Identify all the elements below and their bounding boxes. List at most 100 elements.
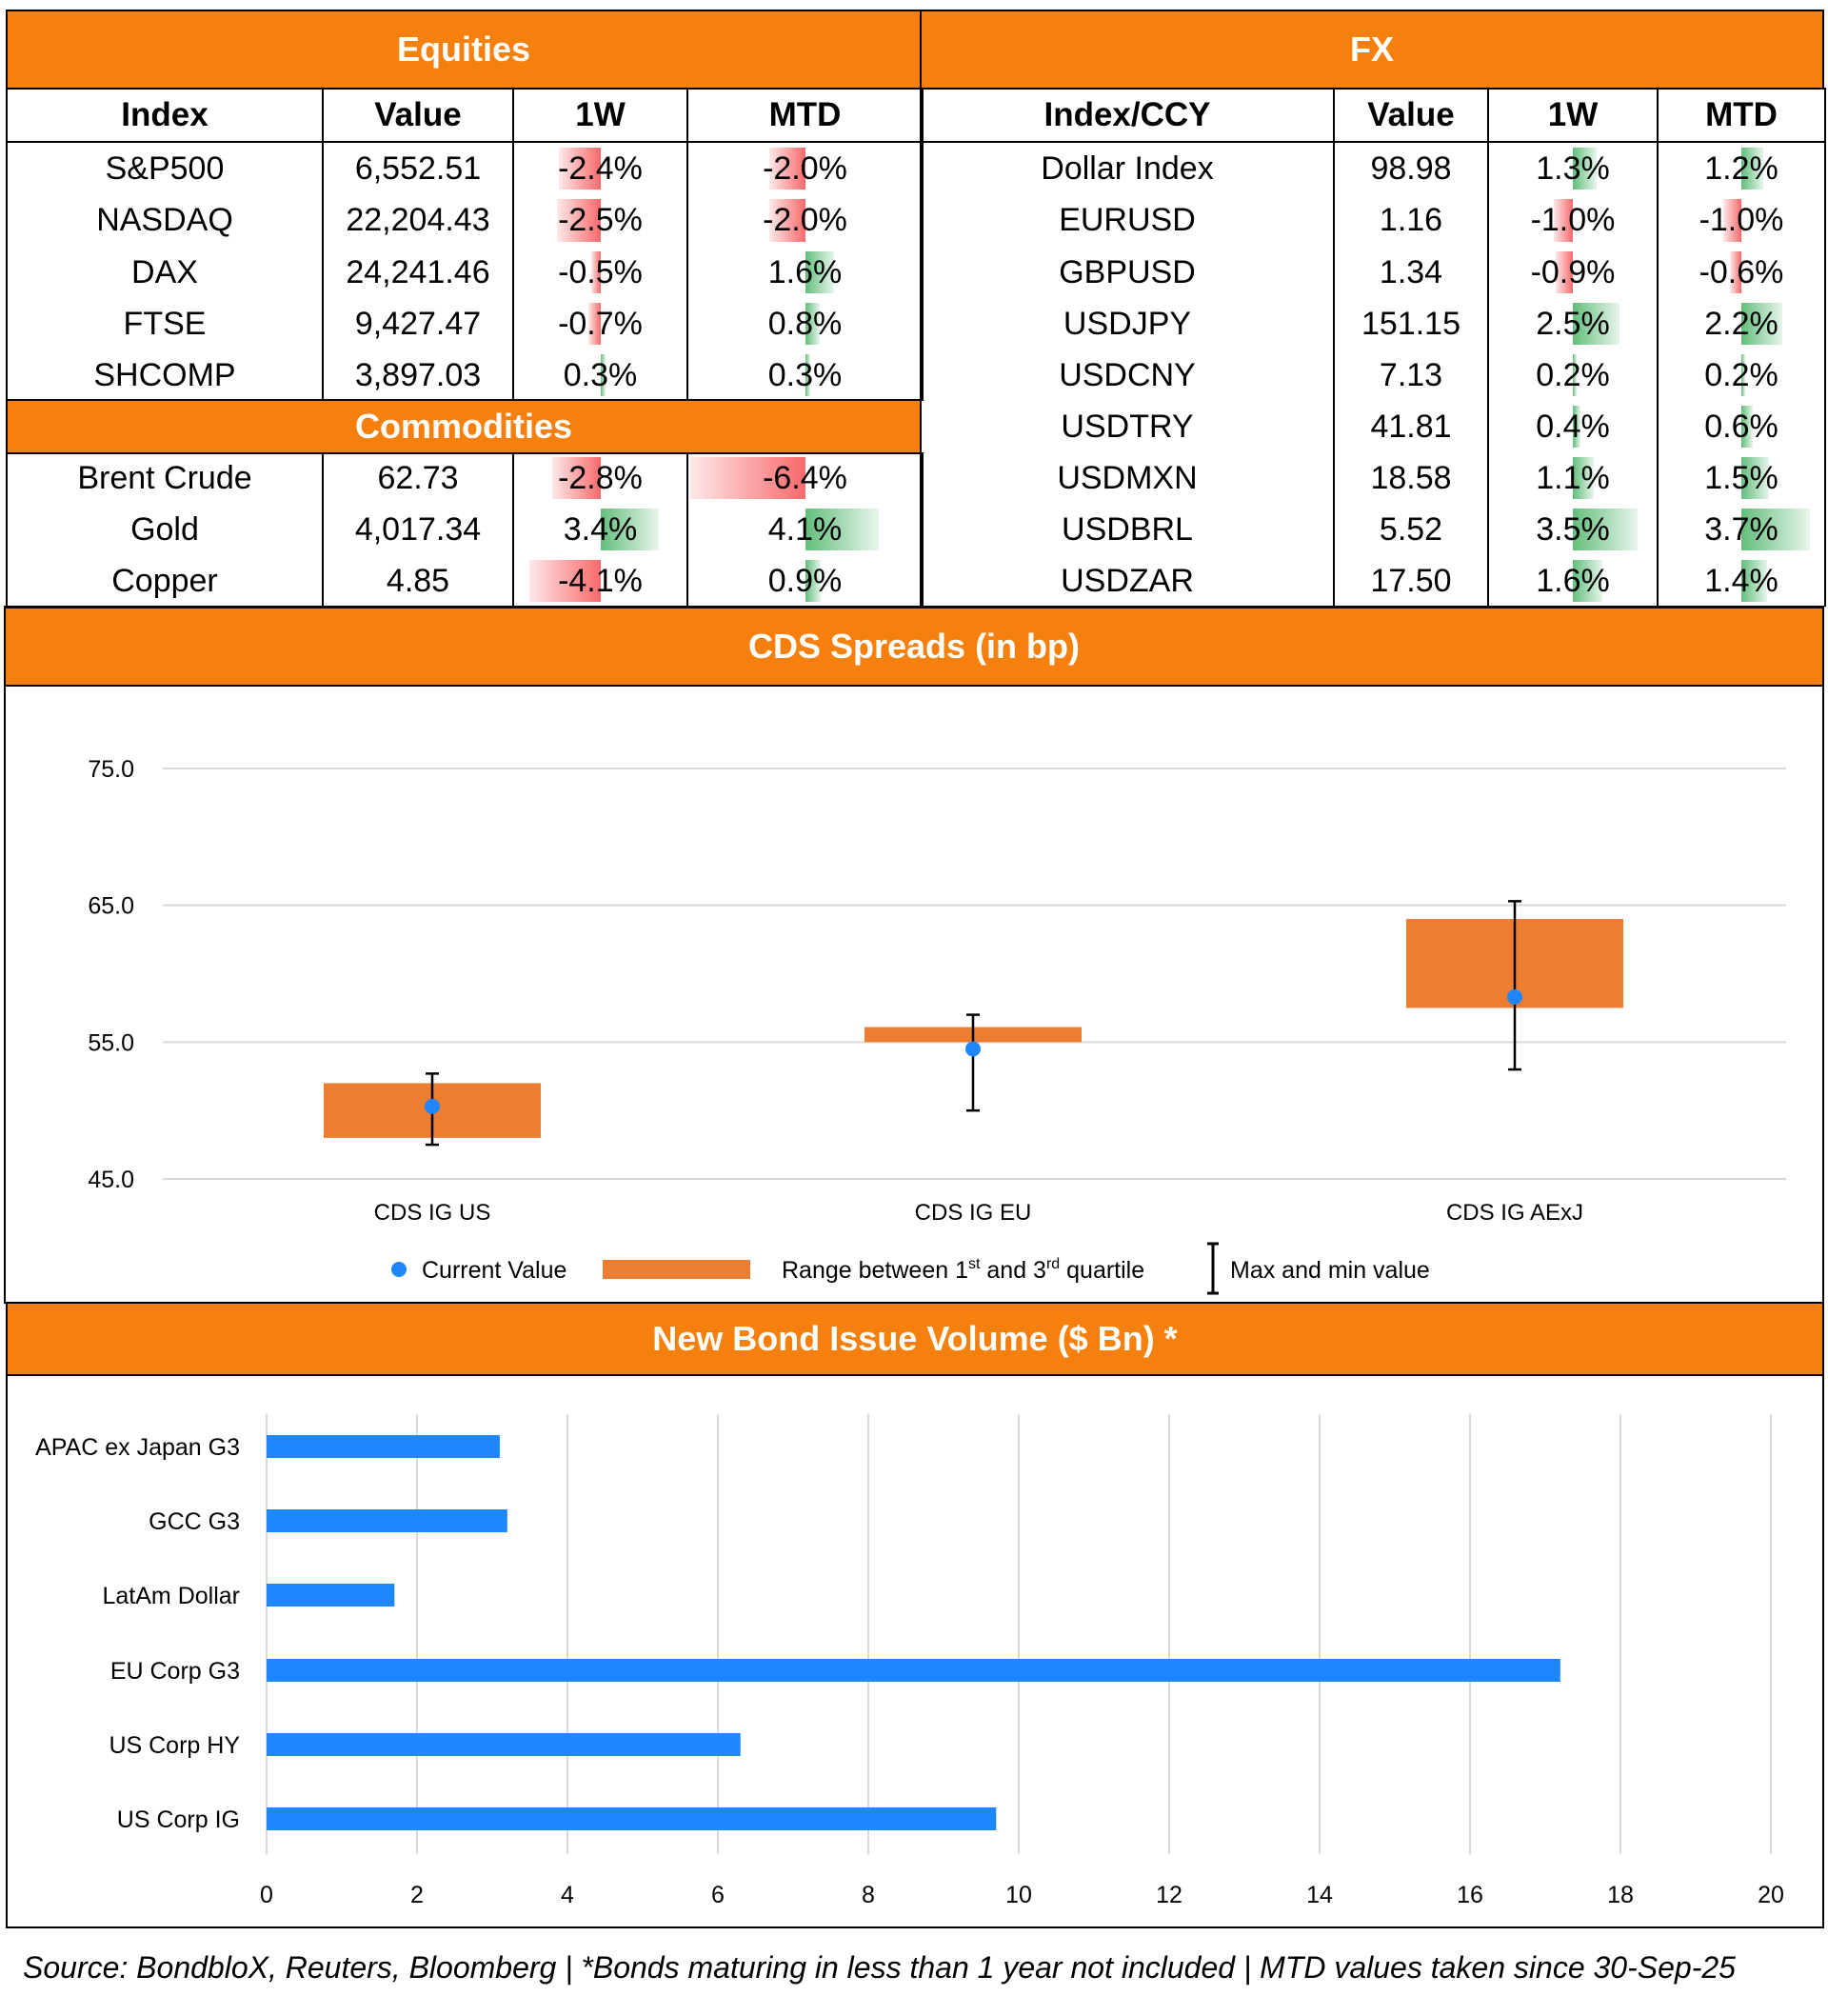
y-tick-label: 55.0 (88, 1029, 134, 1056)
positive-databar (1741, 406, 1753, 448)
bar (267, 1659, 1560, 1682)
index-value: 18.58 (1333, 452, 1489, 504)
x-tick-label: 8 (862, 1882, 875, 1908)
change-cell: -2.4% (512, 142, 688, 194)
table-row: Gold 4,017.34 3.4% 4.1% (6, 504, 924, 555)
col-header: MTD (686, 88, 924, 143)
index-name: USDJPY (920, 298, 1335, 349)
change-value: 0.6% (1704, 408, 1778, 445)
category-label: EU Corp G3 (110, 1658, 240, 1685)
bond-chart: 0 2 4 6 8 10 12 14 16 18 20 APAC ex Japan G3 GCC G3 L… (35, 1414, 1784, 1908)
category-label: APAC ex Japan G3 (35, 1434, 240, 1461)
change-value: 1.6% (1536, 562, 1610, 599)
change-value: -2.5% (558, 202, 643, 238)
positive-databar (805, 251, 834, 293)
positive-databar (805, 303, 820, 345)
change-cell: 4.1% (686, 504, 924, 555)
change-cell: 3.7% (1657, 504, 1826, 555)
col-header: Value (322, 88, 514, 143)
change-value: 1.6% (767, 253, 843, 290)
change-cell: 0.6% (1657, 401, 1826, 452)
legend-range-label: Range between 1st and 3rd quartile (782, 1256, 1144, 1284)
table-row: USDZAR 17.50 1.6% 1.4% (920, 555, 1826, 607)
bond-chart-frame: 0 2 4 6 8 10 12 14 16 18 20 APAC ex Japan G3 GCC G3 L… (6, 1374, 1824, 1928)
category-label: GCC G3 (149, 1508, 240, 1535)
change-value: 0.3% (563, 356, 638, 393)
change-cell: 1.6% (1487, 555, 1659, 607)
current-value-dot (1507, 988, 1522, 1005)
index-value: 1.16 (1333, 194, 1489, 247)
table-row: Dollar Index 98.98 1.3% 1.2% (920, 142, 1826, 194)
index-name: Brent Crude (6, 452, 324, 504)
equities-title: Equities (396, 30, 531, 69)
change-cell: 0.2% (1657, 349, 1826, 401)
change-cell: 0.8% (686, 298, 924, 349)
x-tick-label: 20 (1758, 1882, 1784, 1908)
commodities-header: Commodities (6, 399, 922, 454)
negative-databar (529, 560, 601, 602)
category-label: US Corp HY (109, 1732, 240, 1759)
positive-databar (1573, 303, 1619, 345)
source-note: Source: BondbloX, Reuters, Bloomberg | *… (23, 1950, 1736, 1985)
index-name: USDTRY (920, 401, 1335, 452)
index-name: NASDAQ (6, 194, 324, 247)
positive-databar (1741, 509, 1810, 550)
legend-range-marker (603, 1260, 750, 1279)
x-tick-label: 4 (561, 1882, 574, 1908)
index-value: 151.15 (1333, 298, 1489, 349)
change-value: 0.2% (1704, 356, 1778, 393)
change-value: 1.2% (1704, 150, 1778, 187)
index-value: 24,241.46 (322, 247, 514, 298)
change-value: -0.6% (1699, 253, 1784, 290)
change-cell: 1.1% (1487, 452, 1659, 504)
change-value: 3.4% (563, 510, 638, 548)
positive-databar (1741, 354, 1745, 396)
positive-databar (1573, 457, 1594, 499)
index-name: USDMXN (920, 452, 1335, 504)
table-row: USDBRL 5.52 3.5% 3.7% (920, 504, 1826, 555)
x-tick-label: 12 (1156, 1882, 1182, 1908)
positive-databar (805, 560, 822, 602)
change-cell: -2.0% (686, 194, 924, 247)
positive-databar (805, 354, 811, 396)
positive-databar (1573, 354, 1577, 396)
index-value: 98.98 (1333, 142, 1489, 194)
change-value: 0.2% (1536, 356, 1610, 393)
change-cell: -2.0% (686, 142, 924, 194)
change-cell: -1.0% (1487, 194, 1659, 247)
index-value: 17.50 (1333, 555, 1489, 607)
change-value: -2.4% (558, 150, 643, 187)
positive-databar (1573, 406, 1580, 448)
index-name: GBPUSD (920, 247, 1335, 298)
fx-header: FX (920, 10, 1824, 90)
negative-databar (557, 199, 601, 242)
equities-table: Index Value 1W MTD S&P500 6,552.51 -2.4% -2… (6, 88, 924, 401)
change-value: -2.8% (558, 459, 643, 496)
table-row: USDCNY 7.13 0.2% 0.2% (920, 349, 1826, 401)
change-cell: -0.7% (512, 298, 688, 349)
change-value: 0.8% (767, 305, 843, 342)
change-cell: -4.1% (512, 555, 688, 607)
change-value: -0.5% (558, 253, 643, 290)
change-value: -1.0% (1699, 202, 1784, 238)
cds-title: CDS Spreads (in bp) (747, 627, 1081, 666)
change-cell: -0.5% (512, 247, 688, 298)
negative-databar (768, 199, 805, 242)
x-tick-label: 0 (260, 1882, 273, 1908)
bar (267, 1509, 507, 1532)
table-row: EURUSD 1.16 -1.0% -1.0% (920, 194, 1826, 247)
change-cell: 3.5% (1487, 504, 1659, 555)
table-row: USDTRY 41.81 0.4% 0.6% (920, 401, 1826, 452)
negative-databar (1554, 199, 1573, 242)
negative-databar (1556, 251, 1573, 293)
x-tick-label: 14 (1306, 1882, 1333, 1908)
index-value: 6,552.51 (322, 142, 514, 194)
index-name: S&P500 (6, 142, 324, 194)
change-value: -2.0% (763, 202, 847, 238)
index-value: 1.34 (1333, 247, 1489, 298)
table-row: USDMXN 18.58 1.1% 1.5% (920, 452, 1826, 504)
bar (267, 1584, 395, 1607)
positive-databar (805, 509, 879, 550)
change-cell: -2.8% (512, 452, 688, 504)
legend-maxmin-label: Max and min value (1230, 1257, 1430, 1284)
